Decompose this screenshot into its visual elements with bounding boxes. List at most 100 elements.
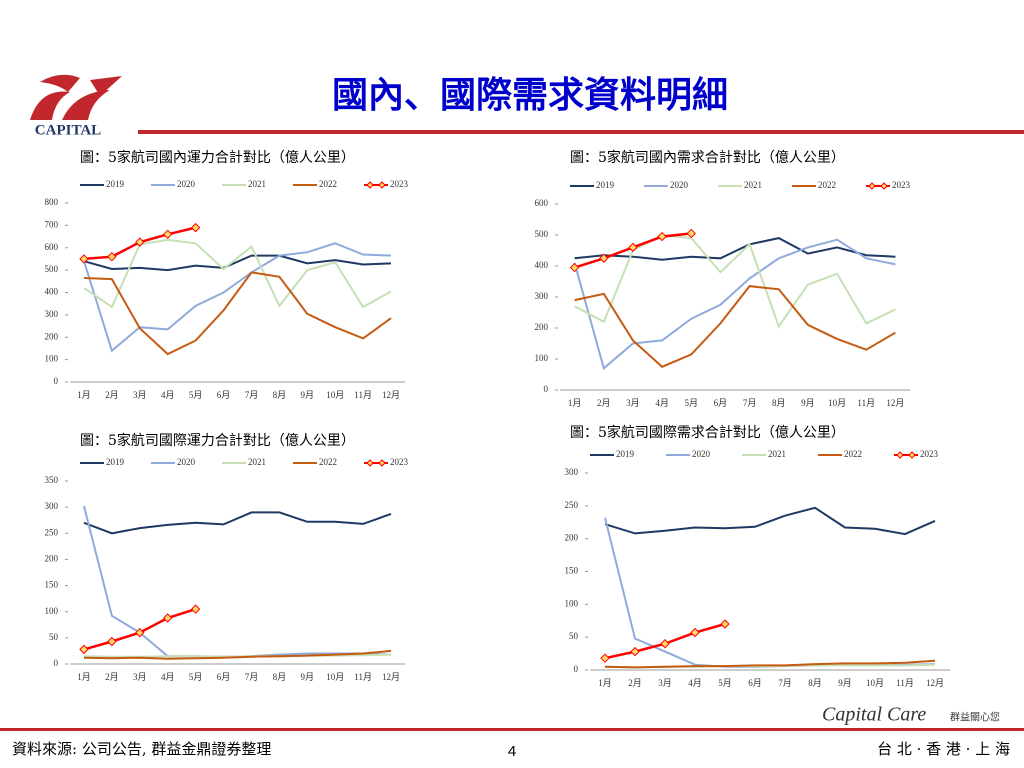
brand: Capital Care (822, 704, 926, 726)
y-tick-label: 100 (45, 354, 59, 364)
series-line (83, 242, 392, 353)
x-tick-label: 5月 (684, 398, 698, 408)
legend-marker (896, 451, 904, 459)
y-tick-label: 300 (45, 501, 59, 511)
legend-label: 2022 (844, 449, 862, 459)
series-line (574, 285, 896, 368)
point-marker (163, 613, 173, 623)
x-tick-label: 7月 (743, 398, 757, 408)
x-tick-label: 6月 (714, 398, 728, 408)
y-tick-label: 600 (45, 242, 59, 252)
x-tick-label: 10月 (326, 672, 344, 682)
legend-label: 2021 (248, 179, 266, 189)
legend-label: 2021 (768, 449, 786, 459)
point-marker (720, 619, 730, 629)
y-tick-label: 200 (45, 553, 59, 563)
x-tick-label: 6月 (748, 678, 762, 688)
y-tick-label: 400 (535, 260, 549, 270)
y-tick-label: 150 (45, 580, 59, 590)
legend-marker (908, 451, 916, 459)
legend-marker (378, 459, 386, 467)
chart-title: 圖：5家航司國內需求合計對比（億人公里） (570, 149, 845, 166)
x-tick-label: 2月 (105, 390, 119, 400)
x-tick-label: 4月 (655, 398, 669, 408)
logo: CAPITAL (30, 74, 122, 138)
legend-marker (880, 182, 888, 190)
series-line (604, 659, 936, 669)
x-tick-label: 11月 (354, 672, 372, 682)
x-tick-label: 1月 (568, 398, 582, 408)
legend-label: 2021 (248, 457, 266, 467)
y-tick-label: 800 (45, 197, 59, 207)
point-marker (135, 627, 145, 638)
x-tick-label: 8月 (772, 398, 786, 408)
x-tick-label: 2月 (105, 672, 119, 682)
x-tick-label: 1月 (77, 672, 91, 682)
series-line (573, 238, 896, 371)
series-line (83, 511, 392, 535)
x-tick-label: 10月 (866, 678, 884, 688)
x-tick-label: 1月 (77, 390, 91, 400)
footer-rule (0, 728, 1024, 731)
x-tick-label: 8月 (808, 678, 822, 688)
x-tick-label: 6月 (217, 390, 231, 400)
y-tick-label: 100 (45, 606, 59, 616)
legend-label: 2022 (818, 180, 836, 190)
slide-title: 國內、國際需求資料明細 (332, 74, 728, 116)
x-tick-label: 9月 (801, 398, 815, 408)
x-tick-label: 12月 (886, 398, 904, 408)
y-tick-label: 300 (535, 291, 549, 301)
point-marker (628, 242, 638, 253)
point-marker (190, 604, 201, 614)
legend-label: 2023 (390, 179, 409, 189)
y-tick-label: 200 (45, 331, 59, 341)
point-marker (79, 644, 89, 655)
point-marker (190, 222, 201, 233)
cities: 台 北 · 香 港 · 上 海 (877, 740, 1010, 758)
point-marker (599, 253, 609, 263)
x-tick-label: 12月 (382, 672, 400, 682)
x-tick-label: 4月 (688, 678, 702, 688)
x-tick-label: 12月 (926, 678, 944, 688)
x-tick-label: 9月 (301, 390, 315, 400)
legend-marker (366, 459, 374, 467)
y-tick-label: 150 (565, 566, 579, 576)
y-tick-label: 0 (574, 664, 579, 674)
chart: 圖：5家航司國內運力合計對比（億人公里） 0 100 200 300 400 500 600 7… (45, 149, 409, 400)
x-tick-label: 7月 (778, 678, 792, 688)
legend-label: 2019 (106, 457, 125, 467)
x-tick-label: 12月 (382, 390, 400, 400)
point-marker (630, 646, 640, 657)
x-tick-label: 11月 (896, 678, 914, 688)
x-tick-label: 6月 (217, 672, 231, 682)
point-marker (600, 653, 610, 663)
x-tick-label: 2月 (597, 398, 611, 408)
y-tick-label: 100 (565, 598, 579, 608)
chart: 圖：5家航司國際需求合計對比（億人公里） 0 50 100 150 200 250 300 1月… (565, 424, 950, 688)
legend-label: 2019 (616, 449, 635, 459)
x-tick-label: 2月 (628, 678, 642, 688)
y-tick-label: 700 (45, 219, 59, 229)
chart-title: 圖：5家航司國際運力合計對比（億人公里） (80, 432, 355, 449)
x-tick-label: 8月 (273, 390, 287, 400)
y-tick-label: 500 (45, 264, 59, 274)
y-tick-label: 500 (535, 229, 549, 239)
series-line (574, 233, 896, 329)
point-marker (690, 627, 700, 638)
page-number: 4 (508, 743, 516, 760)
chart-title: 圖：5家航司國際需求合計對比（億人公里） (570, 424, 845, 441)
y-tick-label: 600 (535, 198, 549, 208)
series-line (83, 254, 392, 272)
y-tick-label: 0 (54, 658, 59, 668)
point-marker (163, 229, 173, 240)
chart: 圖：5家航司國際運力合計對比（億人公里） 0 50 100 150 200 250 300 35… (45, 432, 409, 682)
point-marker (569, 262, 580, 273)
y-tick-label: 0 (544, 384, 549, 394)
y-tick-label: 50 (569, 631, 579, 641)
x-tick-label: 7月 (245, 672, 259, 682)
brand-cn: 群益關心您 (950, 711, 1000, 724)
x-tick-label: 3月 (658, 678, 672, 688)
point-marker (135, 237, 145, 247)
y-tick-label: 250 (565, 500, 579, 510)
